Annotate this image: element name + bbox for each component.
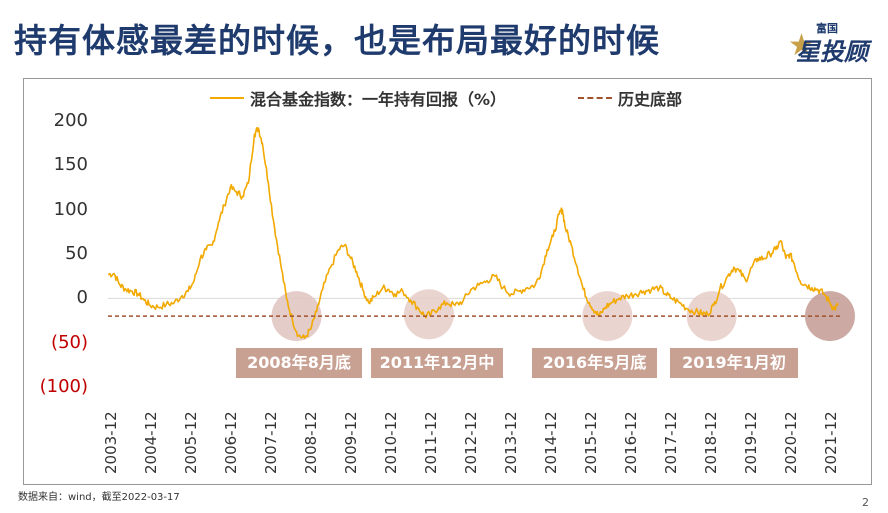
legend-item-bottom: 历史底部 <box>578 86 682 110</box>
legend-label-return: 混合基金指数：一年持有回报（%） <box>250 90 507 109</box>
bottom-date-label: 2008年8月底 <box>236 348 362 378</box>
legend-dashed-line-icon <box>578 97 612 99</box>
data-source-note: 数据来自：wind，截至2022-03-17 <box>18 492 180 503</box>
y-tick-label: (50) <box>51 331 88 353</box>
bottom-date-label: 2016年5月底 <box>532 348 657 378</box>
bottom-date-label: 2011年12月中 <box>371 348 503 378</box>
y-tick-label: 200 <box>53 110 88 131</box>
page-number: 2 <box>862 496 869 509</box>
y-tick-label: (100) <box>39 376 88 397</box>
legend-item-return: 混合基金指数：一年持有回报（%） <box>210 86 506 110</box>
y-tick-label: 150 <box>53 154 88 176</box>
series-line-fund-return <box>107 126 839 339</box>
bottom-date-label: 2019年1月初 <box>670 348 798 378</box>
y-tick-label: 50 <box>65 243 88 264</box>
chart-frame <box>23 78 872 485</box>
y-tick-label: 0 <box>76 287 88 309</box>
logo-main-text: 星投顾 <box>796 38 868 66</box>
bottom-highlight-circle <box>271 291 322 342</box>
star-icon: ★ <box>788 28 815 63</box>
legend-solid-line-icon <box>210 97 244 99</box>
legend-label-bottom: 历史底部 <box>618 90 683 109</box>
logo-top-text: 富国 <box>816 22 838 35</box>
brand-logo: ★ 富国 星投顾 <box>788 18 878 66</box>
page-title: 持有体感最差的时候，也是布局最好的时候 <box>14 21 660 60</box>
y-tick-label: 100 <box>53 198 88 220</box>
